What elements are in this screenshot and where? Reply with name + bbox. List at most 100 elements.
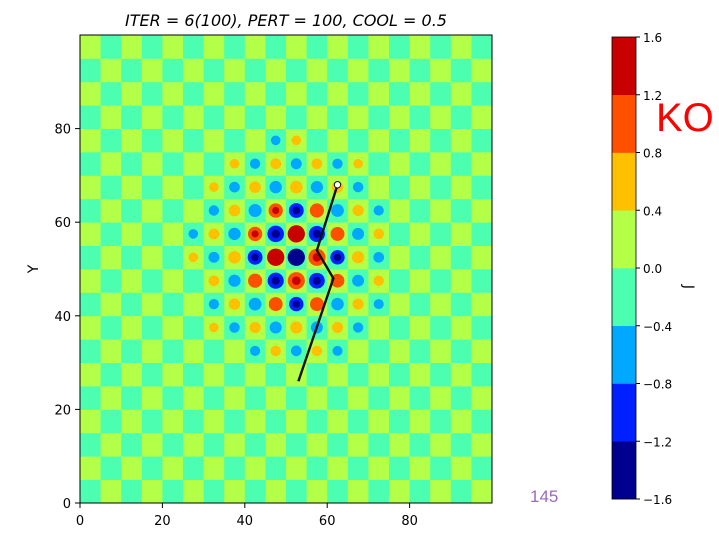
heatmap-blob	[354, 417, 362, 425]
heatmap-cell	[450, 245, 472, 270]
heatmap-blob	[373, 228, 384, 240]
heatmap-cell	[100, 105, 122, 129]
heatmap-cell	[100, 479, 122, 503]
heatmap-cell	[368, 409, 390, 434]
heatmap-blob	[331, 204, 344, 217]
heatmap-blob	[249, 321, 261, 334]
heatmap-cell	[162, 386, 184, 410]
heatmap-blob	[352, 181, 364, 193]
heatmap-cell	[368, 432, 390, 457]
heatmap-blob	[209, 159, 219, 169]
heatmap-cell	[121, 409, 143, 434]
heatmap-cell	[347, 456, 369, 480]
heatmap-blob	[352, 274, 365, 287]
colorbar-tick-label: 0.0	[643, 262, 662, 276]
heatmap-blob	[188, 229, 199, 239]
heatmap-cell	[121, 35, 143, 59]
heatmap-blob	[228, 274, 241, 287]
heatmap-cell	[471, 292, 492, 317]
heatmap-cell	[306, 432, 328, 457]
heatmap-cell	[430, 456, 452, 480]
heatmap-cell	[306, 58, 328, 83]
heatmap-cell	[327, 432, 349, 457]
heatmap-blob	[189, 159, 198, 168]
x-tick-label: 20	[154, 514, 171, 529]
heatmap-blob-core	[271, 252, 281, 262]
heatmap-blob	[373, 182, 384, 192]
heatmap-blob	[209, 112, 218, 121]
heatmap-cell	[100, 409, 122, 434]
heatmap-blob	[416, 347, 424, 355]
heatmap-blob	[354, 393, 363, 402]
heatmap-blob	[188, 182, 198, 192]
heatmap-blob	[395, 159, 404, 168]
colorbar-tick-label: −1.6	[643, 493, 672, 507]
heatmap-cell	[162, 105, 184, 129]
heatmap-cell	[80, 175, 101, 200]
heatmap-cell	[471, 269, 492, 293]
heatmap-blob	[291, 135, 302, 146]
heatmap-blob-core	[312, 229, 321, 238]
colorbar-tick-label: −0.8	[643, 378, 672, 392]
heatmap-cell	[450, 58, 472, 83]
heatmap-blob	[148, 276, 157, 285]
heatmap-cell	[450, 479, 472, 503]
heatmap-cell	[471, 81, 492, 106]
colorbar-label: J	[680, 284, 696, 289]
colorbar-segment	[612, 152, 636, 211]
heatmap-blob	[373, 275, 384, 286]
heatmap-cell	[80, 245, 101, 270]
heatmap-cell	[121, 456, 143, 480]
heatmap-cell	[286, 58, 307, 83]
heatmap-cell	[121, 292, 143, 317]
y-tick-label: 40	[54, 310, 71, 325]
heatmap-blob-core	[292, 206, 301, 215]
heatmap-blob	[394, 299, 404, 309]
heatmap-blob	[374, 159, 384, 169]
heatmap-blob	[415, 159, 424, 168]
heatmap-cell	[141, 409, 163, 434]
heatmap-cell	[141, 456, 163, 480]
heatmap-blob	[271, 112, 281, 122]
heatmap-cell	[203, 35, 225, 59]
x-tick-label: 60	[319, 514, 336, 529]
heatmap-cell	[80, 409, 101, 434]
heatmap-cell	[471, 175, 492, 200]
heatmap-cell	[80, 198, 101, 223]
heatmap-blob	[312, 135, 322, 146]
heatmap-cell	[409, 58, 431, 83]
heatmap-cell	[286, 456, 307, 480]
heatmap-blob-core	[312, 276, 321, 285]
heatmap-cell	[430, 339, 452, 363]
y-tick-label: 20	[54, 403, 71, 418]
y-axis-label: Y	[26, 264, 42, 274]
colorbar-segment	[612, 37, 636, 96]
heatmap-cell	[389, 432, 410, 457]
heatmap-cell	[430, 58, 452, 83]
heatmap-cell	[80, 479, 101, 503]
heatmap-blob	[250, 112, 260, 122]
heatmap-cell	[141, 479, 163, 503]
heatmap-blob	[148, 183, 156, 191]
heatmap-cell	[347, 35, 369, 59]
heatmap-cell	[471, 386, 492, 410]
heatmap-blob	[395, 113, 404, 121]
heatmap-cell	[244, 456, 266, 480]
heatmap-cell	[162, 58, 184, 83]
heatmap-cell	[265, 432, 287, 457]
heatmap-blob	[333, 112, 342, 122]
heatmap-cell	[121, 386, 143, 410]
heatmap-blob	[353, 346, 363, 356]
colorbar-segment	[612, 94, 636, 153]
heatmap-blob	[209, 370, 219, 379]
heatmap-cell	[450, 432, 472, 457]
heatmap-cell	[389, 81, 410, 106]
heatmap-blob	[189, 370, 198, 379]
heatmap-cell	[121, 58, 143, 83]
y-tick-label: 80	[54, 123, 71, 138]
heatmap-blob	[394, 252, 405, 263]
heatmap-blob-core	[291, 252, 301, 262]
heatmap-cell	[141, 128, 163, 153]
x-tick-label: 80	[401, 514, 418, 529]
path-end-marker	[333, 181, 342, 189]
